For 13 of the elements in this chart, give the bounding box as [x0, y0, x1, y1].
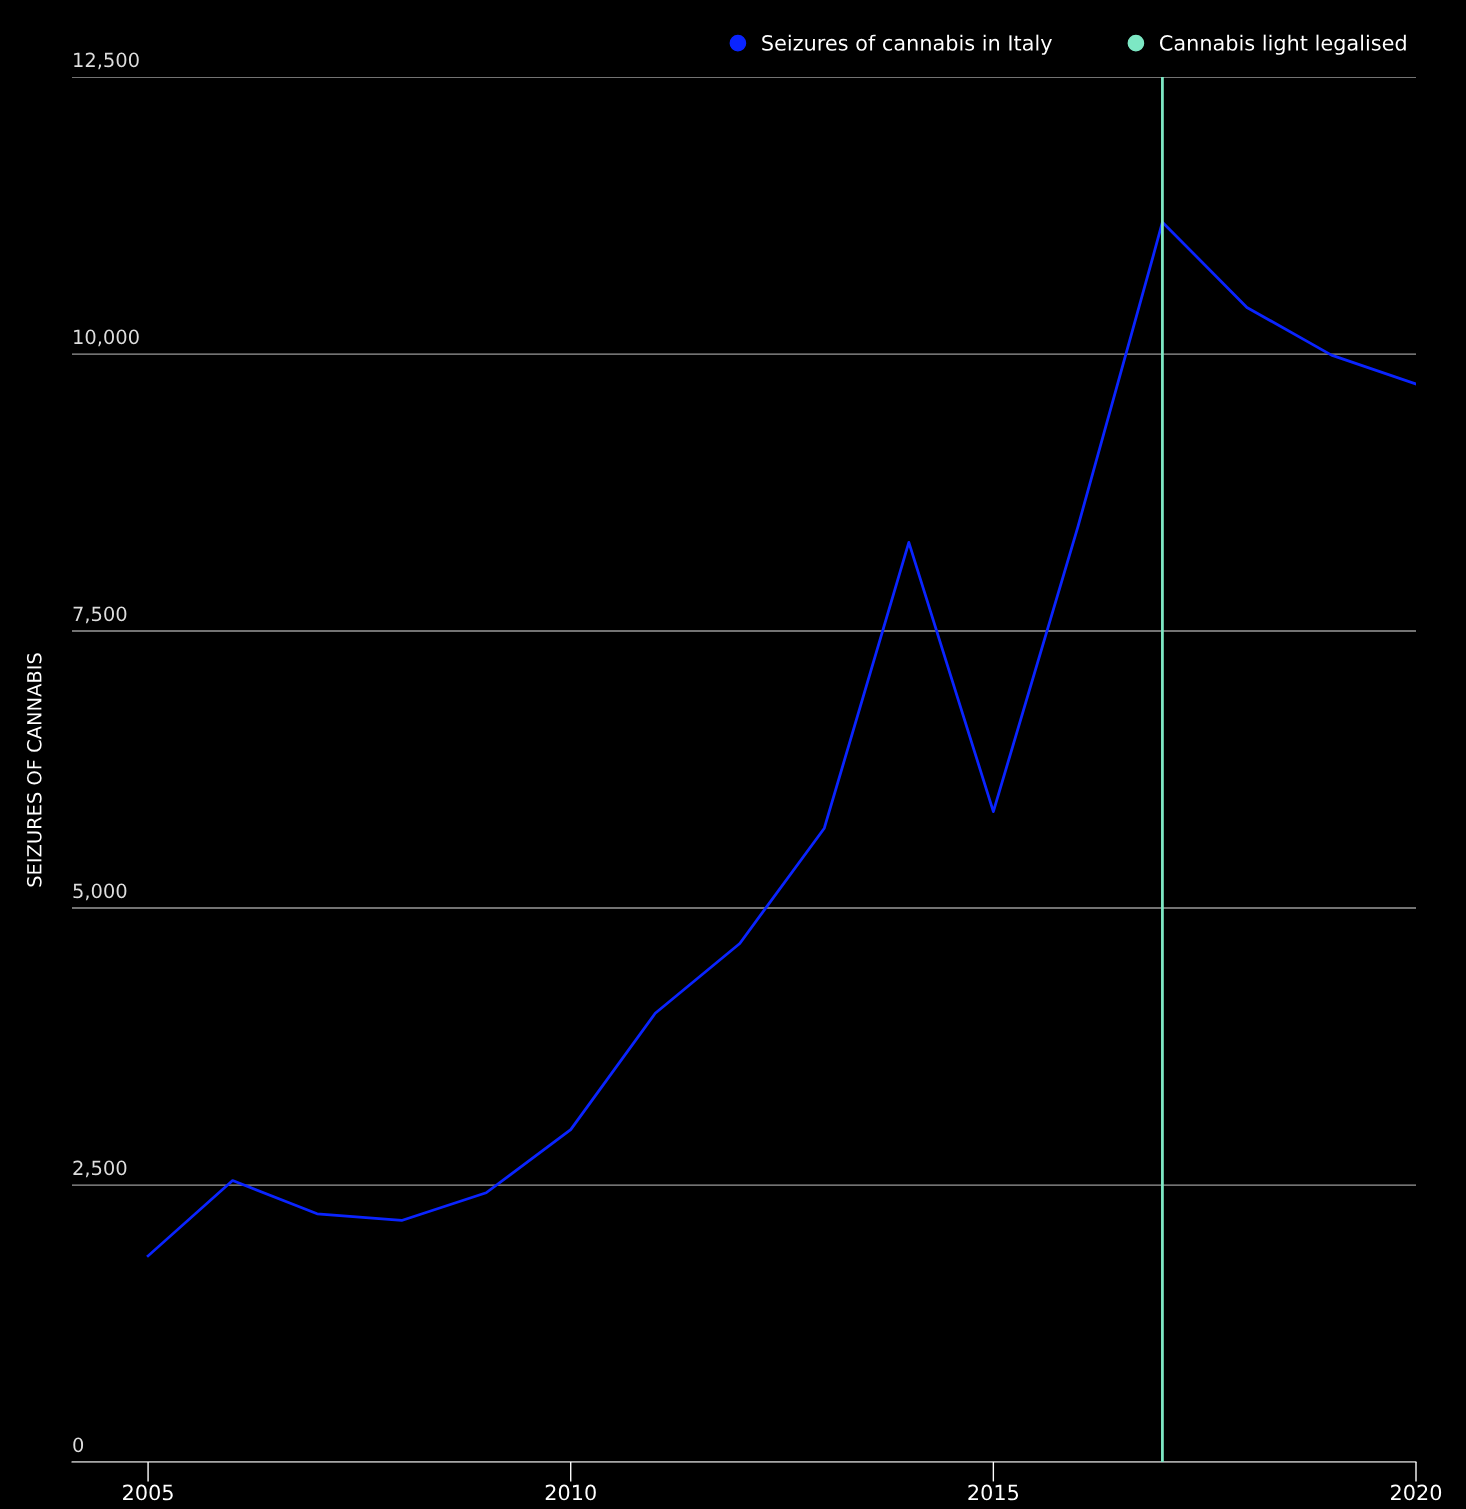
y-tick-label: 5,000 [73, 883, 127, 901]
y-tick-label: 0 [73, 1437, 84, 1453]
y-axis-title: SEIZURES OF CANNABIS [26, 653, 42, 887]
x-tick-label: 2005 [123, 1484, 173, 1501]
legend-label: Seizures of cannabis in Italy [762, 34, 1052, 55]
legend-label: Cannabis light legalised [1159, 34, 1406, 55]
x-tick-label: 2020 [1391, 1484, 1442, 1501]
y-tick-label: 12,500 [74, 52, 139, 70]
y-tick-label: 7,500 [73, 606, 127, 624]
y-tick-label: 2,500 [73, 1160, 127, 1178]
y-tick-label: 10,000 [74, 329, 139, 347]
x-tick-label: 2010 [545, 1484, 596, 1501]
x-tick-label: 2015 [968, 1484, 1019, 1501]
